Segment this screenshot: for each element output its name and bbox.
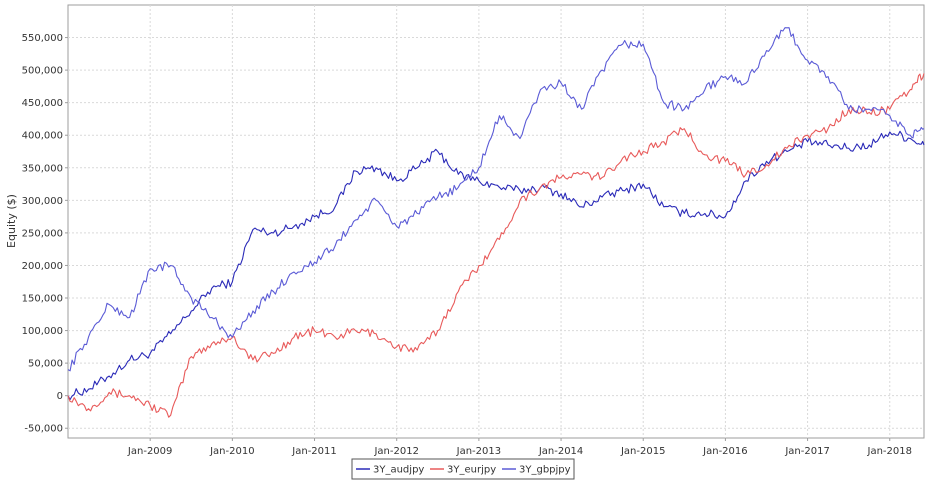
y-axis-title: Equity ($) <box>5 194 18 248</box>
x-tick-label: Jan-2018 <box>867 446 912 457</box>
x-tick-label: Jan-2009 <box>127 446 172 457</box>
legend-label-3Y_audjpy: 3Y_audjpy <box>373 465 424 476</box>
x-tick-label: Jan-2013 <box>456 446 501 457</box>
legend-box <box>351 458 575 480</box>
legend-label-3Y_eurjpy: 3Y_eurjpy <box>447 465 496 476</box>
y-tick-label: 400,000 <box>22 131 63 142</box>
legend: 3Y_audjpy 3Y_eurjpy 3Y_gbpjpy <box>351 458 575 480</box>
plot-background <box>67 4 925 439</box>
y-tick-label: -50,000 <box>24 424 63 435</box>
y-tick-label: 250,000 <box>22 228 63 239</box>
y-tick-label: 300,000 <box>22 196 63 207</box>
legend-label-3Y_gbpjpy: 3Y_gbpjpy <box>519 465 571 476</box>
y-tick-label: 550,000 <box>22 33 63 44</box>
x-axis: Jan-2009 Jan-2010 Jan-2011 Jan-2012 Jan-2013… <box>127 438 912 457</box>
series-line-3Y_audjpy <box>67 130 925 401</box>
x-tick-label: Jan-2012 <box>373 446 418 457</box>
x-tick-label: Jan-2014 <box>538 446 583 457</box>
y-tick-label: 0 <box>57 391 63 402</box>
x-tick-label: Jan-2010 <box>209 446 254 457</box>
y-tick-label: 200,000 <box>22 261 63 272</box>
y-tick-label: 450,000 <box>22 98 63 109</box>
x-tick-label: Jan-2016 <box>702 446 747 457</box>
y-axis: -50,000 0 50,000 100,000 150,000 200,000 250,0… <box>22 33 68 435</box>
y-tick-label: 150,000 <box>22 294 63 305</box>
x-tick-label: Jan-2011 <box>291 446 336 457</box>
y-tick-label: 350,000 <box>22 163 63 174</box>
series-line-3Y_gbpjpy <box>67 27 925 372</box>
x-tick-label: Jan-2015 <box>620 446 665 457</box>
series-line-3Y_eurjpy <box>67 73 925 418</box>
y-tick-label: 50,000 <box>28 359 63 370</box>
x-tick-label: Jan-2017 <box>784 446 829 457</box>
y-tick-label: 100,000 <box>22 326 63 337</box>
grid-lines <box>68 5 924 438</box>
series-lines <box>67 27 925 418</box>
y-tick-label: 500,000 <box>22 66 63 77</box>
